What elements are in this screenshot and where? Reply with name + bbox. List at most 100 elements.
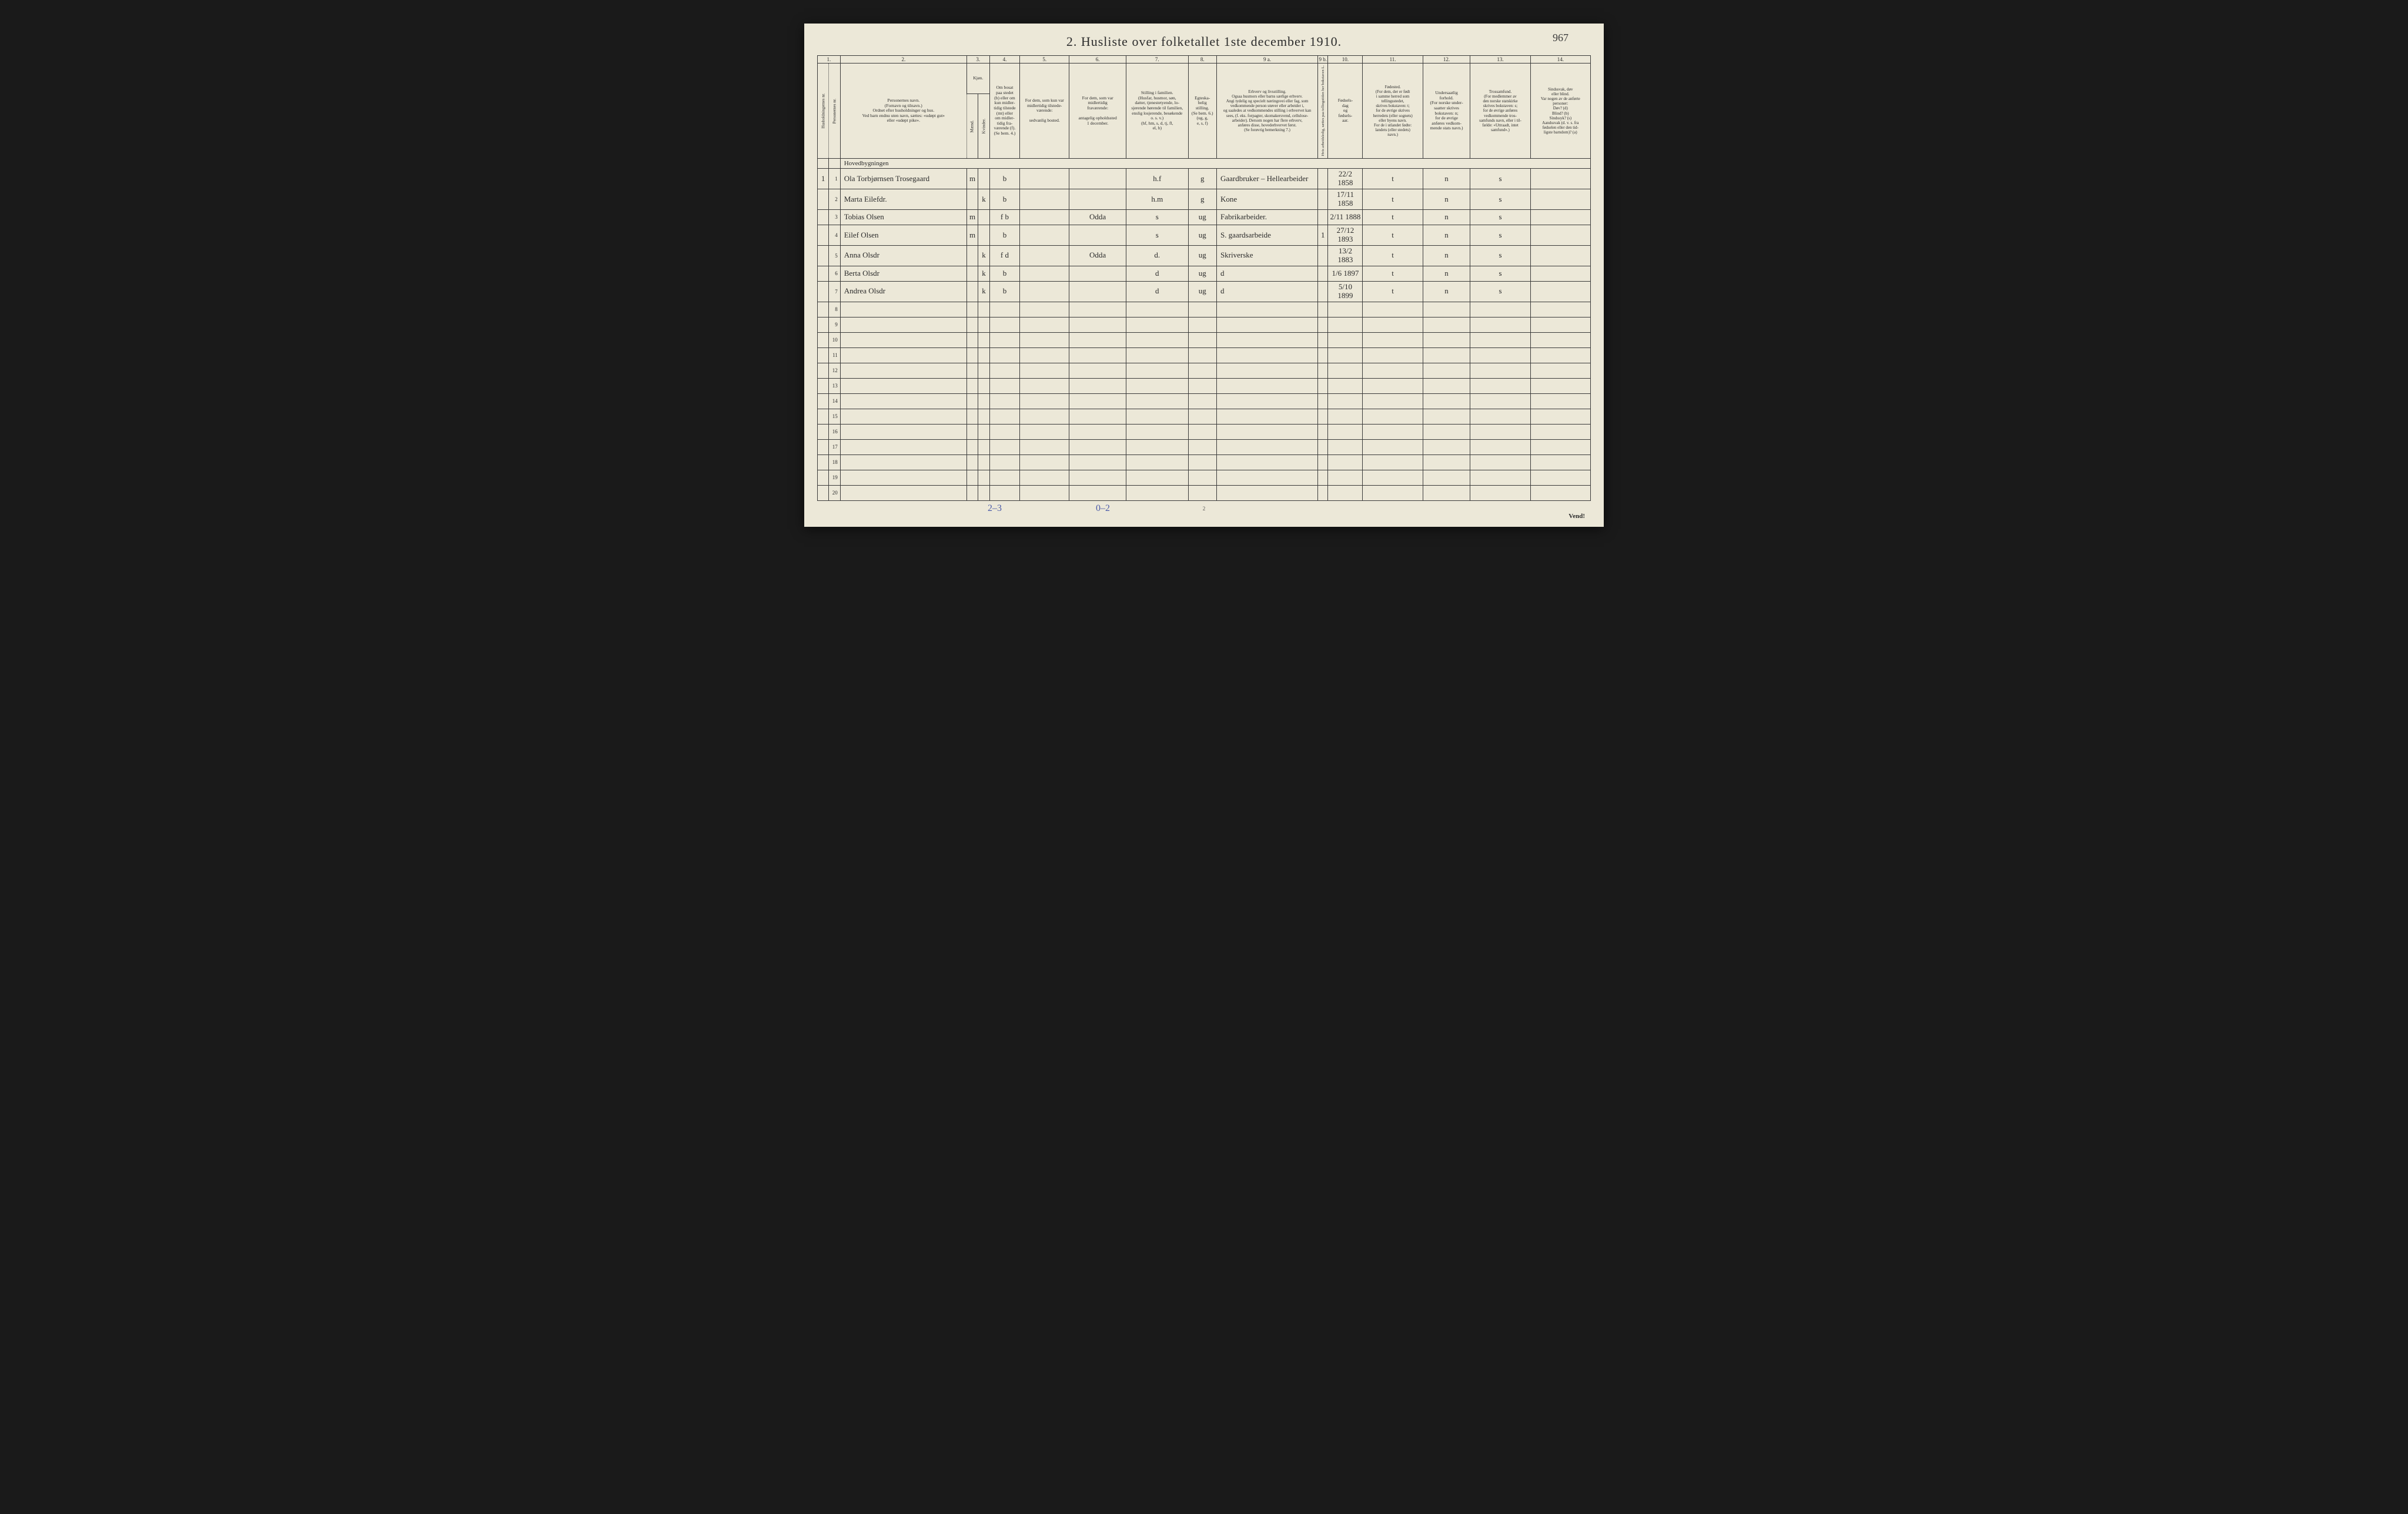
cell [1069, 317, 1126, 332]
cell [1216, 454, 1317, 470]
cell-egteskab: ug [1188, 210, 1216, 225]
cell [989, 454, 1020, 470]
cell-fam: s [1126, 225, 1188, 246]
table-row-empty: 18 [818, 454, 1591, 470]
cell-erhverv: Kone [1216, 189, 1317, 210]
cell-ledig [1318, 245, 1328, 266]
cell [1069, 332, 1126, 347]
cell-erhverv: Gaardbruker – Hellearbeider [1216, 169, 1317, 189]
cell [1363, 378, 1423, 393]
cell [978, 439, 989, 454]
cell-dob: 27/12 1893 [1328, 225, 1363, 246]
cell [989, 393, 1020, 409]
cell [1216, 347, 1317, 363]
cell-fodested: t [1363, 189, 1423, 210]
cell [840, 347, 966, 363]
header-sindssvak: Sindssvak, døv eller blind. Var nogen av… [1530, 63, 1590, 158]
cell [840, 454, 966, 470]
cell-bosat: b [989, 189, 1020, 210]
cell-undersaat: n [1423, 210, 1470, 225]
cell [978, 378, 989, 393]
cell [966, 332, 978, 347]
cell [1363, 363, 1423, 378]
cell-name: Anna Olsdr [840, 245, 966, 266]
cell [989, 347, 1020, 363]
cell [1126, 439, 1188, 454]
cell [1328, 424, 1363, 439]
cell-maend: m [966, 225, 978, 246]
cell-fravaer [1069, 189, 1126, 210]
cell [1423, 317, 1470, 332]
cell [1530, 347, 1590, 363]
cell [1318, 485, 1328, 500]
cell-sind [1530, 225, 1590, 246]
cell-erhverv: d [1216, 281, 1317, 302]
cell-kvinder: k [978, 281, 989, 302]
cell-sind [1530, 266, 1590, 281]
cell-bosat: b [989, 281, 1020, 302]
cell [818, 393, 829, 409]
cell [818, 409, 829, 424]
cell-pers-nr: 17 [829, 439, 840, 454]
cell-name: Tobias Olsen [840, 210, 966, 225]
cell [840, 393, 966, 409]
cell-sind [1530, 245, 1590, 266]
cell-hus-nr [818, 189, 829, 210]
cell-ledig [1318, 189, 1328, 210]
cell [1423, 332, 1470, 347]
cell [1126, 470, 1188, 485]
cell-maend [966, 189, 978, 210]
cell-pers-nr: 15 [829, 409, 840, 424]
cell [840, 378, 966, 393]
cell [1020, 378, 1069, 393]
cell [818, 332, 829, 347]
cell [966, 317, 978, 332]
table-row: 11Ola Torbjørnsen Trosegaardmbh.fgGaardb… [818, 169, 1591, 189]
cell-pers-nr: 7 [829, 281, 840, 302]
census-page: 967 2. Husliste over folketallet 1ste de… [804, 24, 1604, 527]
cell [966, 470, 978, 485]
cell-pers-nr: 20 [829, 485, 840, 500]
cell-dob: 1/6 1897 [1328, 266, 1363, 281]
cell [1188, 409, 1216, 424]
header-stilling-fam: Stilling i familien. (Husfar, husmor, sø… [1126, 63, 1188, 158]
cell-sind [1530, 169, 1590, 189]
cell [1328, 317, 1363, 332]
cell [1318, 454, 1328, 470]
cell-hus-nr [818, 245, 829, 266]
cell [1363, 470, 1423, 485]
header-kvinder: Kvinder. [978, 94, 989, 159]
cell [1216, 485, 1317, 500]
cell-fravaer: Odda [1069, 245, 1126, 266]
cell [1318, 347, 1328, 363]
header-trossamfund: Trossamfund. (For medlemmer av den norsk… [1470, 63, 1530, 158]
colnum: 6. [1069, 56, 1126, 63]
cell [989, 485, 1020, 500]
header-egteskab: Egteska- belig stilling. (Se bem. 6.) (u… [1188, 63, 1216, 158]
page-title: 2. Husliste over folketallet 1ste decemb… [817, 34, 1591, 49]
cell-tro: s [1470, 189, 1530, 210]
cell-ledig [1318, 210, 1328, 225]
cell-bosat: b [989, 225, 1020, 246]
cell [1216, 439, 1317, 454]
cell [1318, 424, 1328, 439]
colnum: 10. [1328, 56, 1363, 63]
cell [1020, 424, 1069, 439]
cell-dob: 22/2 1858 [1328, 169, 1363, 189]
cell [978, 363, 989, 378]
cell [1363, 332, 1423, 347]
cell [1216, 424, 1317, 439]
cell [1318, 363, 1328, 378]
cell-tilstede [1020, 281, 1069, 302]
colnum: 9 b. [1318, 56, 1328, 63]
cell [818, 158, 829, 169]
cell [1188, 485, 1216, 500]
cell [989, 470, 1020, 485]
cell [1188, 424, 1216, 439]
colnum: 9 a. [1216, 56, 1317, 63]
cell [1423, 393, 1470, 409]
cell [966, 363, 978, 378]
cell [1188, 302, 1216, 317]
cell [966, 378, 978, 393]
cell [1318, 393, 1328, 409]
